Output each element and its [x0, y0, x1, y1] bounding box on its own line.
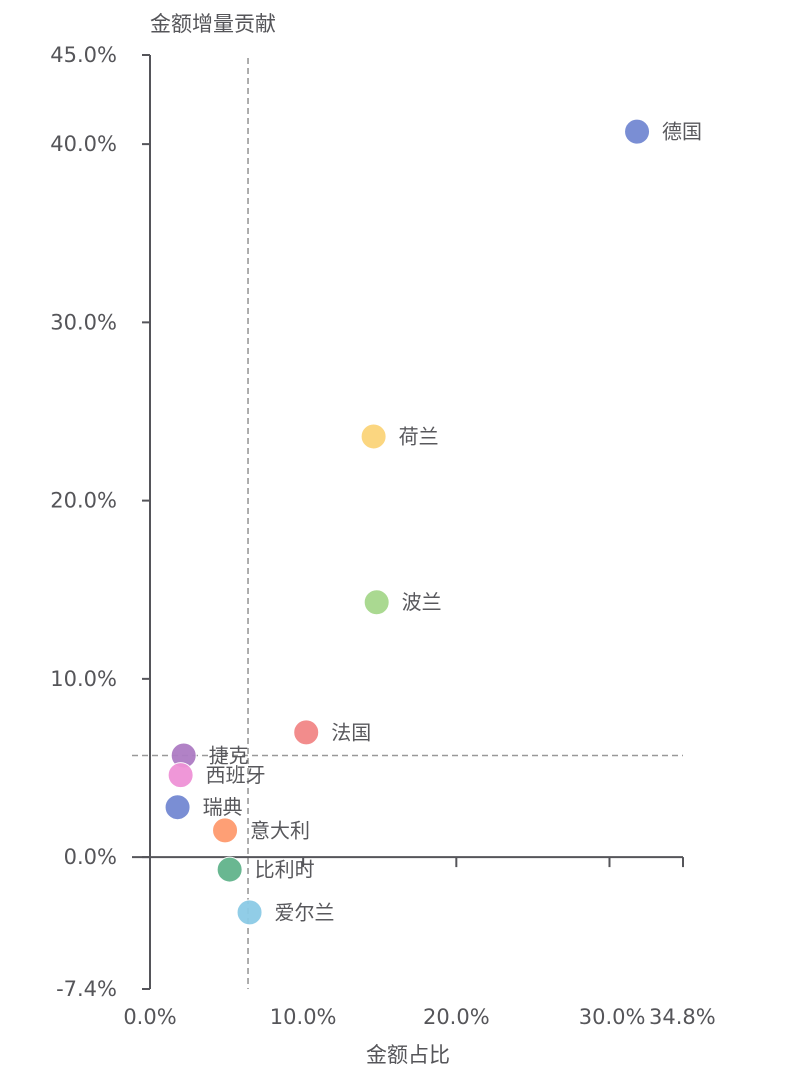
data-point: 爱尔兰 — [236, 899, 335, 926]
point-label: 荷兰 — [399, 424, 439, 448]
point-label: 捷克 — [209, 744, 249, 768]
point-marker — [293, 719, 320, 746]
x-tick-label: 20.0% — [423, 1005, 490, 1029]
point-marker — [236, 899, 263, 926]
data-point: 比利时 — [216, 856, 315, 883]
point-marker — [167, 762, 194, 789]
point-marker — [216, 856, 243, 883]
x-tick-label: 30.0% — [579, 1005, 646, 1029]
point-marker — [212, 817, 239, 844]
point-label: 瑞典 — [203, 795, 243, 819]
data-point: 德国 — [624, 118, 702, 145]
point-label: 法国 — [331, 720, 371, 744]
point-label: 西班牙 — [206, 763, 266, 787]
y-tick-label: 10.0% — [50, 667, 117, 691]
average-reference-lines — [132, 58, 683, 989]
y-tick-label: 40.0% — [50, 132, 117, 156]
axes: 45.0%40.0%30.0%20.0%10.0%0.0%-7.4%0.0% 10… — [50, 43, 715, 1029]
point-label: 爱尔兰 — [275, 900, 335, 924]
x-tick-label: 0.0% — [123, 1005, 176, 1029]
data-point: 波兰 — [363, 589, 442, 616]
data-point: 西班牙 — [167, 762, 266, 789]
point-marker — [624, 118, 651, 145]
x-axis-title: 金额占比 — [366, 1043, 450, 1067]
x-tick-label: 10.0% — [270, 1005, 337, 1029]
y-tick-label: -7.4% — [56, 977, 117, 1001]
y-tick-label: 45.0% — [50, 43, 117, 67]
data-point: 瑞典 — [164, 794, 243, 821]
y-axis-title: 金额增量贡献 — [150, 12, 276, 36]
data-point: 荷兰 — [360, 423, 439, 450]
data-point: 意大利 — [212, 817, 310, 844]
y-tick-label: 30.0% — [50, 310, 117, 334]
point-label: 比利时 — [255, 858, 315, 882]
point-marker — [164, 794, 191, 821]
y-tick-label: 20.0% — [50, 489, 117, 513]
point-marker — [360, 423, 387, 450]
point-label: 意大利 — [250, 818, 310, 842]
point-marker — [363, 589, 390, 616]
y-tick-label: 0.0% — [64, 845, 117, 869]
data-point: 法国 — [293, 719, 371, 746]
x-tick-label: 34.8% — [649, 1005, 716, 1029]
point-label: 德国 — [662, 120, 702, 144]
point-label: 波兰 — [402, 590, 442, 614]
